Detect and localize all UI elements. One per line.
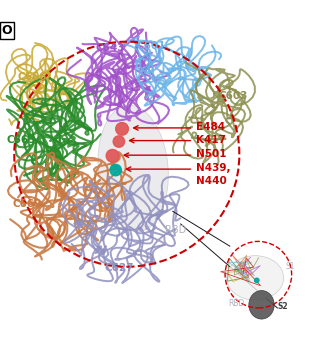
- Text: C669: C669: [13, 199, 42, 209]
- Circle shape: [116, 122, 128, 135]
- Text: S1: S1: [285, 262, 295, 271]
- Text: N439,: N439,: [196, 163, 230, 173]
- Text: C603: C603: [219, 90, 248, 101]
- Text: RBD: RBD: [165, 225, 186, 235]
- Circle shape: [110, 164, 121, 176]
- Ellipse shape: [98, 105, 168, 232]
- Text: C643: C643: [95, 43, 125, 53]
- Text: E484: E484: [196, 122, 225, 132]
- Text: O: O: [2, 24, 12, 37]
- Circle shape: [106, 150, 119, 162]
- Text: C663: C663: [6, 135, 36, 145]
- Text: C601: C601: [136, 41, 166, 52]
- Text: S2: S2: [277, 302, 288, 311]
- Text: N440: N440: [196, 176, 227, 185]
- Ellipse shape: [227, 256, 284, 300]
- Text: RBD: RBD: [228, 299, 245, 308]
- Text: C627: C627: [105, 263, 134, 273]
- Circle shape: [255, 278, 259, 283]
- Text: K417: K417: [196, 135, 226, 145]
- Circle shape: [113, 136, 125, 147]
- Text: N501: N501: [196, 149, 226, 159]
- Ellipse shape: [249, 290, 274, 319]
- Text: C666: C666: [17, 72, 47, 82]
